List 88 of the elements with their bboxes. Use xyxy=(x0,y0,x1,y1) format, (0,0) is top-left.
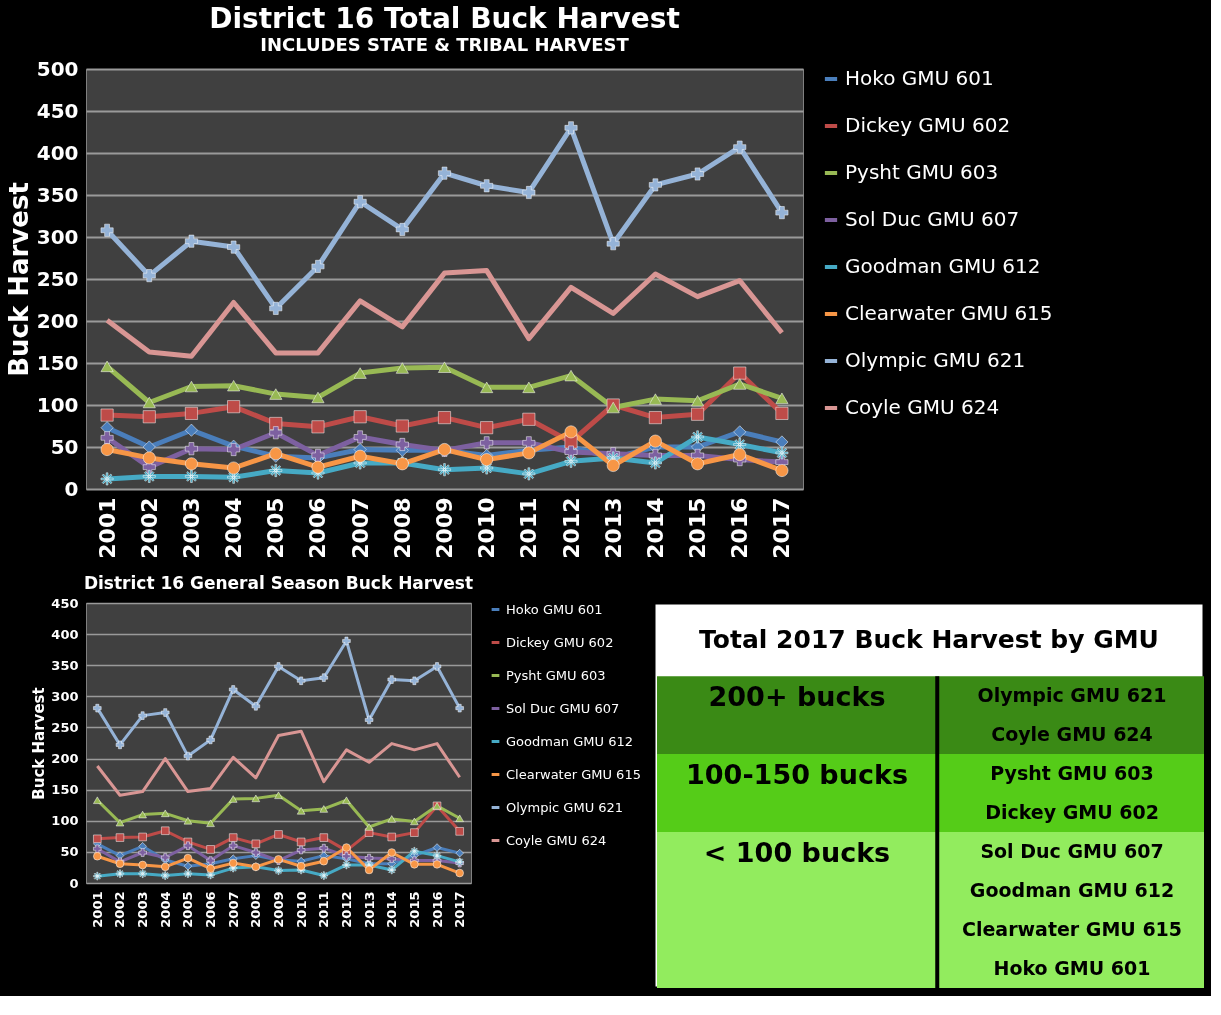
y-tick-label: 100 xyxy=(36,392,79,417)
x-tick-label: 2010 xyxy=(293,891,309,928)
category-label: 100-150 bucks xyxy=(686,758,908,790)
x-tick-label: 2011 xyxy=(316,891,332,928)
y-tick-label: 100 xyxy=(51,813,79,829)
x-tick-label: 2002 xyxy=(112,891,128,928)
legend-label: Sol Duc GMU 607 xyxy=(845,207,1020,231)
x-tick-label: 2004 xyxy=(221,497,247,559)
y-tick-label: 400 xyxy=(51,626,79,642)
chart-title: District 16 Total Buck Harvest xyxy=(209,2,680,35)
y-tick-label: 350 xyxy=(51,657,79,673)
x-tick-label: 2011 xyxy=(516,497,542,559)
x-tick-label: 2001 xyxy=(89,891,105,928)
x-tick-label: 2015 xyxy=(406,891,422,928)
x-tick-label: 2014 xyxy=(384,891,400,928)
y-tick-label: 450 xyxy=(51,595,79,611)
x-tick-label: 2014 xyxy=(642,497,668,559)
x-tick-label: 2017 xyxy=(452,891,468,928)
x-tick-label: 2012 xyxy=(558,497,584,559)
y-axis-title: Buck Harvest xyxy=(3,182,34,377)
y-tick-label: 400 xyxy=(36,140,79,165)
y-tick-label: 350 xyxy=(36,182,79,207)
legend-label: Dickey GMU 602 xyxy=(845,113,1011,137)
legend-label: Coyle GMU 624 xyxy=(506,832,607,848)
x-tick-label: 2005 xyxy=(263,497,289,559)
legend-label: Hoko GMU 601 xyxy=(845,66,994,90)
legend-label: Hoko GMU 601 xyxy=(506,601,603,617)
legend-label: Goodman GMU 612 xyxy=(506,733,633,749)
y-tick-label: 150 xyxy=(51,782,79,798)
legend-label: Coyle GMU 624 xyxy=(845,395,1000,419)
x-tick-label: 2013 xyxy=(600,497,626,559)
x-tick-label: 2012 xyxy=(338,891,354,928)
text: Goodman GMU 612 xyxy=(969,878,1175,901)
text: Coyle GMU 624 xyxy=(991,722,1153,745)
x-tick-label: 2009 xyxy=(432,497,457,559)
y-tick-label: 300 xyxy=(36,224,79,249)
legend-label: Clearwater GMU 615 xyxy=(506,766,641,782)
y-tick-label: 200 xyxy=(36,308,79,333)
y-tick-label: 150 xyxy=(36,350,79,375)
chart-title: District 16 General Season Buck Harvest xyxy=(83,573,474,593)
legend-label: Pysht GMU 603 xyxy=(845,160,999,184)
x-tick-label: 2009 xyxy=(271,891,286,928)
y-tick-label: 0 xyxy=(69,875,79,891)
y-tick-label: 300 xyxy=(51,688,79,704)
y-tick-label: 500 xyxy=(36,56,79,81)
x-tick-label: 2010 xyxy=(474,497,500,559)
y-tick-label: 250 xyxy=(36,266,79,291)
text: Total 2017 Buck Harvest by GMU xyxy=(699,624,1159,654)
x-tick-label: 2001 xyxy=(94,497,120,559)
legend-label: Olympic GMU 621 xyxy=(506,799,624,815)
x-tick-label: 2017 xyxy=(769,497,795,559)
text: Sol Duc GMU 607 xyxy=(980,839,1164,862)
x-tick-label: 2007 xyxy=(347,497,373,559)
x-tick-label: 2016 xyxy=(429,891,445,928)
text: Dickey GMU 602 xyxy=(985,800,1159,823)
y-tick-label: 50 xyxy=(60,844,79,860)
x-tick-label: 2005 xyxy=(180,891,196,928)
legend-label: Clearwater GMU 615 xyxy=(845,301,1053,325)
legend-label: Dickey GMU 602 xyxy=(506,634,614,650)
x-tick-label: 2008 xyxy=(389,497,415,559)
y-tick-label: 200 xyxy=(51,751,79,767)
x-tick-label: 2008 xyxy=(248,891,264,928)
x-tick-label: 2006 xyxy=(203,891,219,928)
category-label: 200+ bucks xyxy=(708,680,886,712)
y-tick-label: 450 xyxy=(36,98,79,123)
x-tick-label: 2015 xyxy=(685,497,711,559)
text: Pysht GMU 603 xyxy=(990,761,1154,784)
legend-label: Pysht GMU 603 xyxy=(506,667,606,683)
x-tick-label: 2004 xyxy=(157,891,173,928)
text: Hoko GMU 601 xyxy=(993,956,1151,979)
x-tick-label: 2002 xyxy=(136,497,162,559)
text: Olympic GMU 621 xyxy=(977,683,1167,706)
legend-label: Goodman GMU 612 xyxy=(845,254,1041,278)
legend-label: Sol Duc GMU 607 xyxy=(506,700,620,716)
x-tick-label: 2007 xyxy=(225,891,241,928)
x-tick-label: 2013 xyxy=(361,891,377,928)
x-tick-label: 2006 xyxy=(305,497,331,559)
x-tick-label: 2003 xyxy=(135,891,151,928)
legend-label: Olympic GMU 621 xyxy=(845,348,1026,372)
y-tick-label: 250 xyxy=(51,719,79,735)
x-tick-label: 2003 xyxy=(178,497,204,559)
category-label: < 100 bucks xyxy=(703,836,891,868)
y-tick-label: 50 xyxy=(50,434,79,459)
x-tick-label: 2016 xyxy=(727,497,753,559)
y-tick-label: 0 xyxy=(64,476,79,501)
chart-subtitle: INCLUDES STATE & TRIBAL HARVEST xyxy=(260,34,630,55)
y-axis-title: Buck Harvest xyxy=(30,687,49,800)
text: Clearwater GMU 615 xyxy=(961,917,1183,940)
